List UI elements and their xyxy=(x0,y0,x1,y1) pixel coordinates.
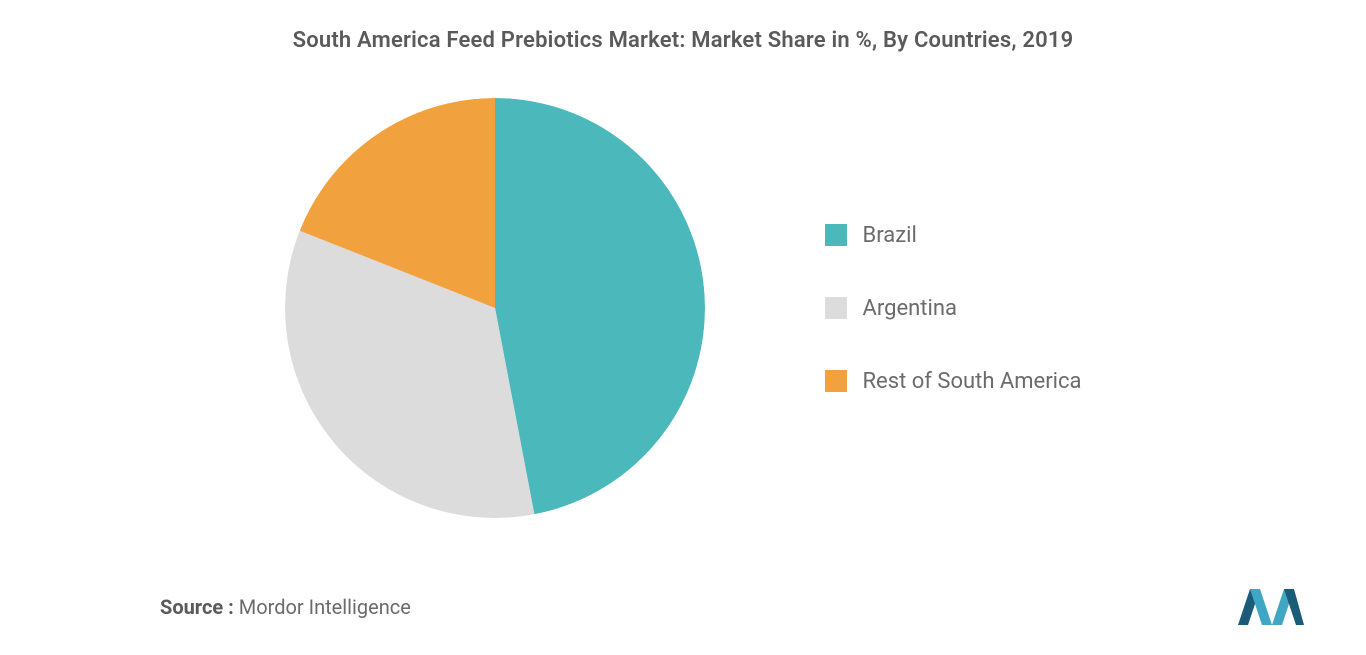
legend-swatch xyxy=(825,297,847,319)
pie-slice-brazil xyxy=(495,98,705,514)
source-line: Source : Mordor Intelligence xyxy=(160,595,411,619)
legend-swatch xyxy=(825,370,847,392)
chart-title: South America Feed Prebiotics Market: Ma… xyxy=(40,28,1326,53)
pie-svg xyxy=(285,98,705,518)
mordor-logo-icon xyxy=(1236,587,1306,627)
legend-item-argentina: Argentina xyxy=(825,296,1082,321)
legend-item-rest-of-south-america: Rest of South America xyxy=(825,369,1082,394)
source-text: Mordor Intelligence xyxy=(239,595,411,619)
pie-chart xyxy=(285,98,705,518)
chart-footer: Source : Mordor Intelligence xyxy=(160,587,1326,627)
chart-container: South America Feed Prebiotics Market: Ma… xyxy=(0,0,1366,655)
legend-label: Brazil xyxy=(863,223,917,248)
legend-label: Rest of South America xyxy=(863,369,1082,394)
legend-swatch xyxy=(825,224,847,246)
source-prefix: Source : xyxy=(160,595,234,619)
legend: Brazil Argentina Rest of South America xyxy=(825,223,1082,394)
chart-body: Brazil Argentina Rest of South America xyxy=(40,63,1326,553)
legend-label: Argentina xyxy=(863,296,957,321)
legend-item-brazil: Brazil xyxy=(825,223,1082,248)
